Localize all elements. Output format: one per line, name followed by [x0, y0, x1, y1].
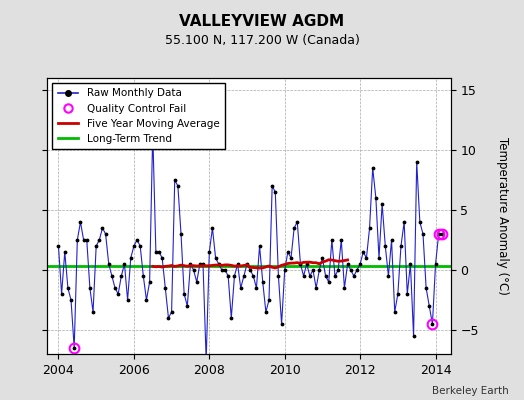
Text: 55.100 N, 117.200 W (Canada): 55.100 N, 117.200 W (Canada) [165, 34, 359, 47]
Y-axis label: Temperature Anomaly (°C): Temperature Anomaly (°C) [496, 137, 508, 295]
Text: Berkeley Earth: Berkeley Earth [432, 386, 508, 396]
Text: VALLEYVIEW AGDM: VALLEYVIEW AGDM [179, 14, 345, 29]
Legend: Raw Monthly Data, Quality Control Fail, Five Year Moving Average, Long-Term Tren: Raw Monthly Data, Quality Control Fail, … [52, 83, 225, 149]
